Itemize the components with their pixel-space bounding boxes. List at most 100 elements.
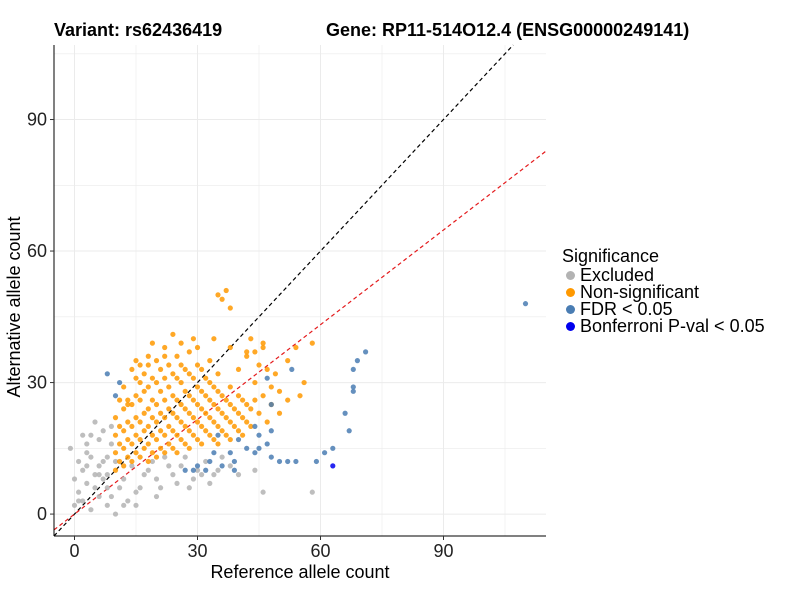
- data-point: [256, 445, 262, 451]
- data-point: [145, 353, 151, 359]
- y-tick-label: 90: [27, 110, 47, 130]
- data-point: [178, 436, 184, 443]
- data-point: [174, 480, 180, 486]
- data-point: [162, 432, 168, 438]
- data-point: [121, 384, 127, 390]
- data-point: [112, 393, 119, 399]
- data-point: [125, 401, 131, 408]
- data-point: [350, 388, 356, 394]
- data-point: [227, 463, 233, 469]
- legend-title: Significance: [562, 246, 660, 266]
- data-point: [256, 410, 262, 416]
- data-point: [141, 445, 147, 451]
- data-point: [133, 415, 139, 421]
- data-point: [240, 432, 246, 438]
- data-point: [112, 432, 119, 438]
- data-point: [76, 458, 82, 465]
- data-point: [133, 432, 139, 438]
- data-point: [170, 393, 176, 399]
- data-point: [137, 454, 143, 460]
- data-point: [330, 445, 336, 451]
- x-axis-title: Reference allele count: [210, 562, 389, 582]
- data-point: [96, 436, 102, 443]
- data-point: [84, 463, 90, 469]
- data-point: [289, 366, 295, 373]
- data-point: [80, 432, 86, 438]
- data-point: [149, 415, 155, 421]
- data-point: [186, 445, 192, 451]
- data-point: [92, 419, 98, 425]
- data-point: [170, 472, 176, 478]
- data-point: [88, 454, 94, 460]
- reference-line-identity: [53, 44, 514, 537]
- data-point: [174, 375, 180, 381]
- data-point: [158, 445, 164, 451]
- data-point: [125, 397, 131, 403]
- y-axis-title: Alternative allele count: [4, 216, 24, 397]
- data-point: [153, 493, 160, 500]
- reference-lines: [53, 44, 547, 537]
- data-point: [166, 384, 172, 390]
- data-point: [276, 388, 283, 394]
- data-point: [235, 428, 242, 434]
- data-point: [235, 410, 242, 416]
- series-fdr-0-05: [104, 301, 529, 473]
- data-point: [141, 472, 147, 478]
- data-point: [285, 358, 291, 364]
- data-point: [207, 432, 213, 438]
- data-point: [174, 432, 180, 438]
- data-point: [129, 401, 135, 408]
- data-point: [276, 458, 283, 465]
- title-gene: Gene: RP11-514O12.4 (ENSG00000249141): [326, 20, 690, 40]
- data-point: [153, 379, 160, 386]
- data-point: [330, 463, 336, 469]
- data-point: [219, 463, 225, 469]
- data-point: [252, 450, 258, 456]
- series-excluded: [67, 419, 315, 517]
- data-point: [141, 410, 147, 416]
- data-points: [67, 287, 529, 517]
- data-point: [76, 498, 82, 504]
- data-point: [264, 441, 270, 447]
- data-point: [190, 336, 196, 342]
- data-point: [108, 441, 114, 447]
- data-point: [244, 353, 250, 359]
- data-point: [67, 445, 73, 451]
- data-point: [207, 480, 213, 486]
- data-point: [199, 366, 205, 373]
- data-point: [166, 362, 172, 368]
- data-point: [244, 445, 250, 451]
- data-point: [268, 384, 274, 390]
- y-tick-label: 60: [27, 241, 47, 261]
- data-point: [293, 344, 299, 351]
- data-point: [153, 436, 160, 443]
- data-point: [170, 428, 176, 434]
- data-point: [141, 428, 147, 434]
- data-point: [235, 366, 242, 373]
- data-point: [235, 393, 242, 399]
- data-point: [71, 476, 78, 482]
- gridlines: [54, 45, 546, 536]
- data-point: [227, 344, 233, 351]
- data-point: [194, 401, 201, 408]
- data-point: [215, 423, 221, 430]
- legend-key-bonferroni: [566, 322, 575, 331]
- data-point: [297, 393, 303, 399]
- data-point: [170, 410, 176, 416]
- data-point: [227, 384, 233, 390]
- data-point: [100, 428, 106, 434]
- data-point: [117, 485, 123, 491]
- data-point: [235, 472, 242, 478]
- data-point: [153, 401, 160, 408]
- legend-key-non-significant: [566, 288, 575, 297]
- data-point: [190, 432, 196, 438]
- data-point: [80, 467, 86, 473]
- data-point: [244, 349, 250, 355]
- data-point: [133, 502, 139, 508]
- data-point: [186, 349, 192, 355]
- data-point: [182, 366, 188, 373]
- data-point: [211, 384, 217, 390]
- data-point: [162, 353, 168, 359]
- data-point: [264, 375, 270, 381]
- data-point: [194, 419, 201, 425]
